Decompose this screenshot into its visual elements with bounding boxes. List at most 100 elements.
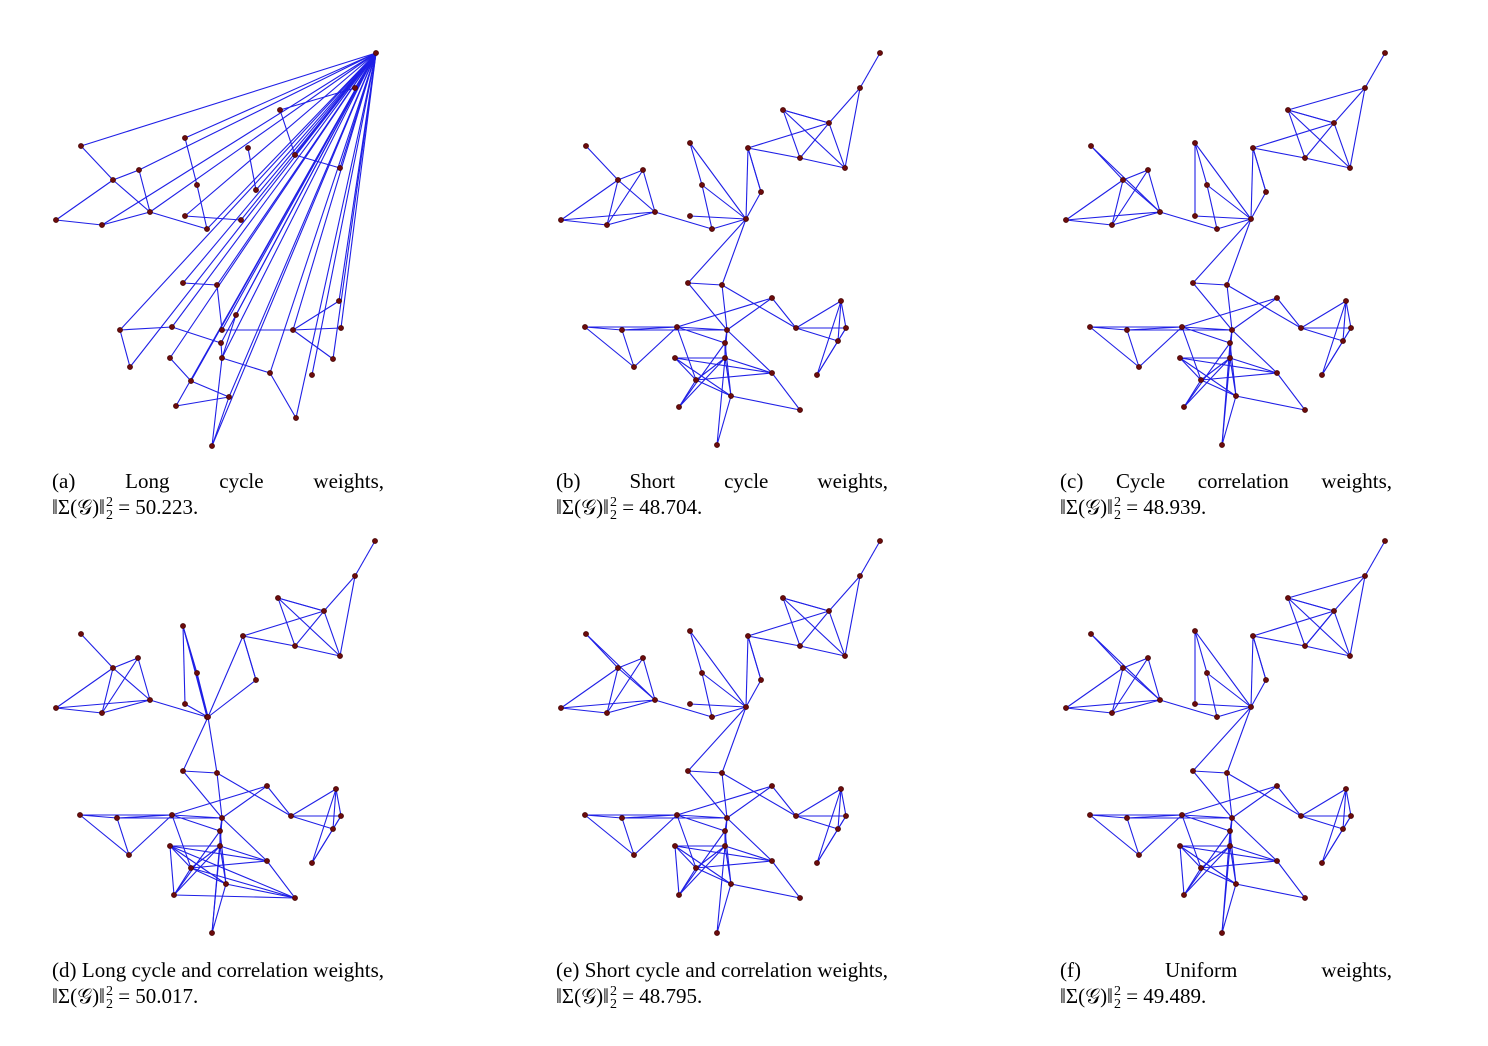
graph-edge bbox=[674, 845, 773, 862]
graph-edge bbox=[101, 52, 377, 226]
edge-group bbox=[560, 540, 881, 934]
graph-edge bbox=[747, 122, 830, 149]
graph-edge bbox=[606, 699, 656, 714]
graph-node bbox=[180, 280, 186, 286]
graph-edge bbox=[837, 788, 842, 830]
graph-node bbox=[110, 665, 116, 671]
graph-edge bbox=[724, 357, 773, 374]
graph-panel-c bbox=[1063, 50, 1388, 448]
graph-node bbox=[582, 324, 588, 330]
graph-node bbox=[582, 812, 588, 818]
graph-edge bbox=[1364, 540, 1386, 577]
graph-edge bbox=[674, 357, 773, 374]
graph-edge bbox=[1111, 179, 1124, 226]
graph-edge bbox=[311, 815, 342, 864]
graph-node bbox=[835, 338, 841, 344]
graph-node bbox=[1198, 377, 1204, 383]
graph-node bbox=[1348, 325, 1354, 331]
graph-node bbox=[1227, 843, 1233, 849]
graph-edge bbox=[689, 142, 747, 220]
graph-node bbox=[1285, 107, 1291, 113]
graph-node bbox=[615, 665, 621, 671]
edge-group bbox=[55, 52, 377, 447]
graph-edge bbox=[828, 575, 861, 612]
graph-node bbox=[169, 812, 175, 818]
graph-node bbox=[877, 50, 883, 56]
graph-node bbox=[719, 282, 725, 288]
graph-edge bbox=[726, 329, 773, 374]
graph-node bbox=[826, 120, 832, 126]
graph-node bbox=[693, 865, 699, 871]
graph-edge bbox=[828, 610, 846, 657]
graph-node bbox=[745, 633, 751, 639]
graph-node bbox=[619, 815, 625, 821]
graph-edge bbox=[1179, 845, 1185, 896]
graph-node bbox=[78, 143, 84, 149]
graph-edge bbox=[112, 657, 139, 669]
graph-node bbox=[209, 443, 215, 449]
graph-node bbox=[687, 213, 693, 219]
graph-edge bbox=[1300, 815, 1344, 830]
graph-edge bbox=[79, 814, 130, 856]
graph-node bbox=[838, 298, 844, 304]
caption-d: (d) Long cycle and correlation weights, … bbox=[52, 957, 384, 1012]
graph-edge bbox=[617, 169, 644, 181]
graph-edge bbox=[211, 883, 227, 934]
graph-edge bbox=[716, 883, 732, 934]
graph-node bbox=[1250, 633, 1256, 639]
graph-node bbox=[714, 930, 720, 936]
graph-edge bbox=[1183, 379, 1202, 408]
graph-node bbox=[1340, 826, 1346, 832]
caption-e: (e) Short cycle and correlation weights,… bbox=[556, 957, 888, 1012]
graph-node bbox=[217, 843, 223, 849]
graph-edge bbox=[747, 147, 762, 193]
graph-edge bbox=[633, 326, 678, 368]
graph-edge bbox=[171, 52, 377, 328]
graph-edge bbox=[292, 329, 334, 360]
graph-node bbox=[1229, 815, 1235, 821]
graph-edge bbox=[1194, 215, 1252, 220]
graph-node bbox=[1087, 812, 1093, 818]
graph-node bbox=[1145, 167, 1151, 173]
graph-edge bbox=[266, 860, 296, 899]
graph-edge bbox=[606, 667, 619, 714]
graph-node bbox=[205, 714, 211, 720]
graph-edge bbox=[1194, 703, 1252, 708]
graph-edge bbox=[606, 179, 619, 226]
graph-edge bbox=[1229, 830, 1237, 885]
graph-node bbox=[558, 217, 564, 223]
graph-edge bbox=[1179, 357, 1202, 381]
graph-edge bbox=[169, 52, 377, 359]
graph-edge bbox=[678, 845, 726, 896]
graph-node bbox=[110, 177, 116, 183]
graph-edge bbox=[242, 610, 325, 637]
graph-node bbox=[699, 182, 705, 188]
graph-node bbox=[842, 165, 848, 171]
graph-edge bbox=[701, 184, 747, 220]
graph-edge bbox=[211, 52, 377, 447]
graph-node bbox=[1302, 643, 1308, 649]
caption-c-text: (c) Cycle correlation weights, bbox=[1060, 469, 1392, 493]
node-group bbox=[1063, 50, 1388, 448]
graph-edge bbox=[221, 357, 271, 374]
graph-node bbox=[1347, 165, 1353, 171]
graph-edge bbox=[149, 52, 377, 213]
graph-node bbox=[136, 167, 142, 173]
graph-edge bbox=[771, 297, 797, 329]
graph-edge bbox=[339, 575, 356, 657]
graph-node bbox=[1343, 298, 1349, 304]
graph-node bbox=[709, 714, 715, 720]
graph-edge bbox=[294, 610, 325, 647]
graph-edge bbox=[1229, 357, 1278, 374]
graph-edge bbox=[119, 326, 173, 331]
graph-edge bbox=[1126, 817, 1140, 856]
graph-edge bbox=[295, 52, 377, 419]
graph-edge bbox=[221, 314, 237, 359]
graph-edge bbox=[782, 109, 846, 169]
graph-edge bbox=[184, 215, 242, 221]
graph-node bbox=[171, 892, 177, 898]
graph-edge bbox=[112, 179, 151, 213]
graph-edge bbox=[676, 326, 697, 381]
graph-node bbox=[676, 404, 682, 410]
graph-edge bbox=[149, 211, 208, 230]
